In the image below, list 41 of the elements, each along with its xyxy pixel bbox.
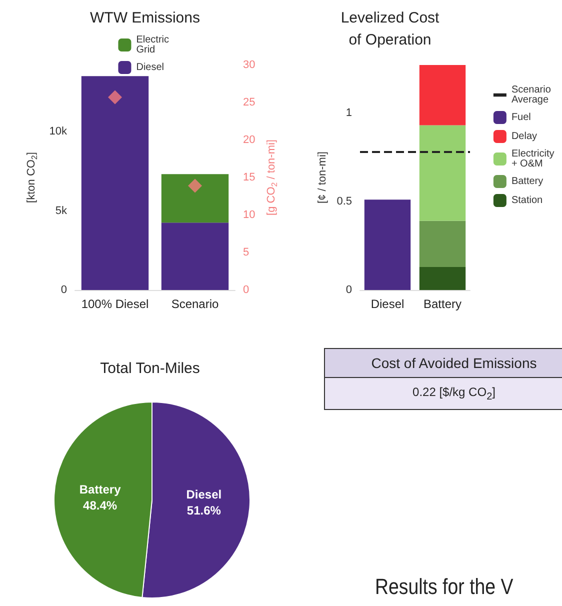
legend-label: Station	[511, 195, 543, 206]
x-tick-label: Battery	[423, 297, 462, 311]
y-axis-title: [kton CO2]	[25, 152, 39, 203]
legend-label: Fuel	[511, 112, 531, 123]
y2-tick-label: 10	[243, 209, 256, 221]
y-tick-label: 0	[60, 284, 67, 296]
y2-axis-title: [g CO2 / ton-mi]	[266, 140, 280, 216]
text: Cost of Avoided Emissions	[325, 349, 562, 378]
x-tick-label: Diesel	[370, 297, 404, 311]
y-tick-label: 10k	[49, 126, 68, 138]
chart-title: Total Ton-Miles	[100, 360, 200, 377]
y2-tick-label: 15	[243, 172, 256, 184]
legend-label: Battery	[511, 176, 544, 187]
text: Results for the V	[375, 574, 514, 600]
legend-label: Electricity + O&M	[511, 148, 557, 170]
bar	[161, 222, 229, 290]
y2-tick-label: 25	[243, 96, 256, 108]
slice-label: Diesel	[186, 488, 222, 502]
y-tick-label: 5k	[55, 204, 68, 217]
chart-title: Levelized Cost of Operation	[340, 10, 440, 48]
y2-tick-label: 20	[243, 134, 256, 146]
y-tick-label: 1	[346, 106, 352, 119]
legend-label: Electric Grid	[136, 34, 172, 56]
data-label: 48.4%	[83, 498, 118, 512]
chart-title: WTW Emissions	[90, 10, 200, 26]
data-label: 51.6%	[186, 504, 222, 518]
bar	[81, 76, 149, 290]
y-tick-label: 0	[346, 284, 352, 296]
x-tick-label: Scenario	[171, 297, 219, 311]
legend-label: Delay	[511, 131, 538, 142]
y2-tick-label: 30	[243, 59, 256, 71]
bar	[161, 174, 229, 223]
y-axis-title: [¢ / ton-mi]	[316, 152, 328, 204]
slice-label: Battery	[79, 482, 122, 496]
x-tick-label: 100% Diesel	[81, 297, 149, 311]
legend-label: Scenario Average	[511, 84, 554, 106]
legend-label: Diesel	[136, 62, 164, 73]
text: 0.22 [$/kg CO$_{2}$]	[325, 378, 562, 410]
y2-tick-label: 0	[243, 284, 250, 296]
y-tick-label: 0.5	[336, 195, 352, 208]
y2-tick-label: 5	[243, 246, 250, 258]
